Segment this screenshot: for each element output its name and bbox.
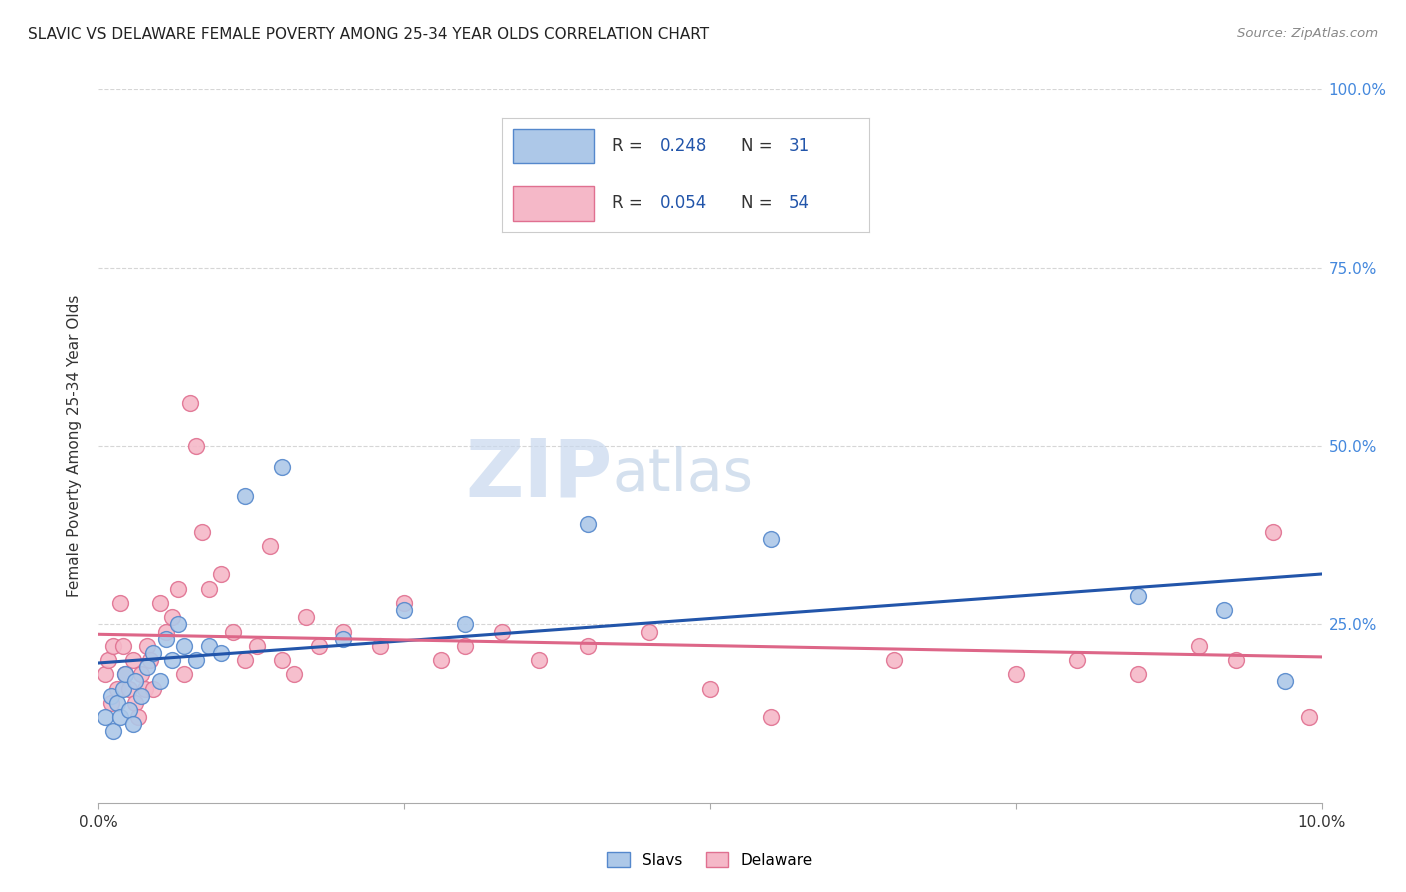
Point [1004,667,1026,681]
Point [883,653,905,667]
Point [1188,639,1211,653]
Point [430,653,453,667]
Point [93,667,115,681]
Point [1298,710,1320,724]
Point [101,724,124,739]
Point [197,639,219,653]
Point [491,624,513,639]
Point [142,646,165,660]
Point [186,439,208,453]
Point [93,710,115,724]
Point [136,639,159,653]
Point [111,639,134,653]
Point [110,710,132,724]
Point [173,639,195,653]
Point [270,460,294,475]
Point [121,717,143,731]
Point [179,396,201,410]
Point [209,567,232,582]
Point [392,596,416,610]
Point [186,653,208,667]
Point [197,582,219,596]
Point [118,703,141,717]
Point [160,653,183,667]
Legend: Slavs, Delaware: Slavs, Delaware [600,846,820,873]
Point [105,696,128,710]
Point [368,639,391,653]
Point [527,653,550,667]
Point [209,646,232,660]
Point [129,667,152,681]
Point [454,617,477,632]
Point [1212,603,1234,617]
Point [114,667,136,681]
Point [127,710,149,724]
Point [155,632,177,646]
Point [699,681,721,696]
Point [142,681,165,696]
Point [295,610,318,624]
Point [124,674,146,689]
Point [139,653,162,667]
Point [1128,589,1150,603]
Point [1225,653,1247,667]
Point [332,624,354,639]
Point [105,681,128,696]
Text: Source: ZipAtlas.com: Source: ZipAtlas.com [1237,27,1378,40]
Point [134,681,156,696]
Point [191,524,214,539]
Point [155,624,177,639]
Point [1066,653,1088,667]
Point [308,639,330,653]
Point [114,667,136,681]
Point [111,681,134,696]
Point [1261,524,1284,539]
Point [97,653,120,667]
Point [638,624,661,639]
Point [149,596,172,610]
Point [233,489,256,503]
Point [129,689,152,703]
Point [576,517,599,532]
Point [149,674,172,689]
Point [101,639,124,653]
Text: SLAVIC VS DELAWARE FEMALE POVERTY AMONG 25-34 YEAR OLDS CORRELATION CHART: SLAVIC VS DELAWARE FEMALE POVERTY AMONG … [28,27,709,42]
Point [222,624,245,639]
Point [136,660,159,674]
Point [100,696,122,710]
Point [246,639,269,653]
Point [761,710,783,724]
Y-axis label: Female Poverty Among 25-34 Year Olds: Female Poverty Among 25-34 Year Olds [67,295,83,597]
Point [167,617,190,632]
Point [173,667,195,681]
Text: ZIP: ZIP [465,435,612,514]
Point [118,681,141,696]
Point [110,596,132,610]
Point [270,653,294,667]
Point [1274,674,1296,689]
Text: atlas: atlas [612,446,754,503]
Point [454,639,477,653]
Point [576,639,599,653]
Point [233,653,256,667]
Point [167,582,190,596]
Point [121,653,143,667]
Point [160,610,183,624]
Point [1128,667,1150,681]
Point [283,667,305,681]
Point [392,603,416,617]
Point [259,539,281,553]
Point [332,632,354,646]
Point [100,689,122,703]
Point [761,532,783,546]
Point [124,696,146,710]
